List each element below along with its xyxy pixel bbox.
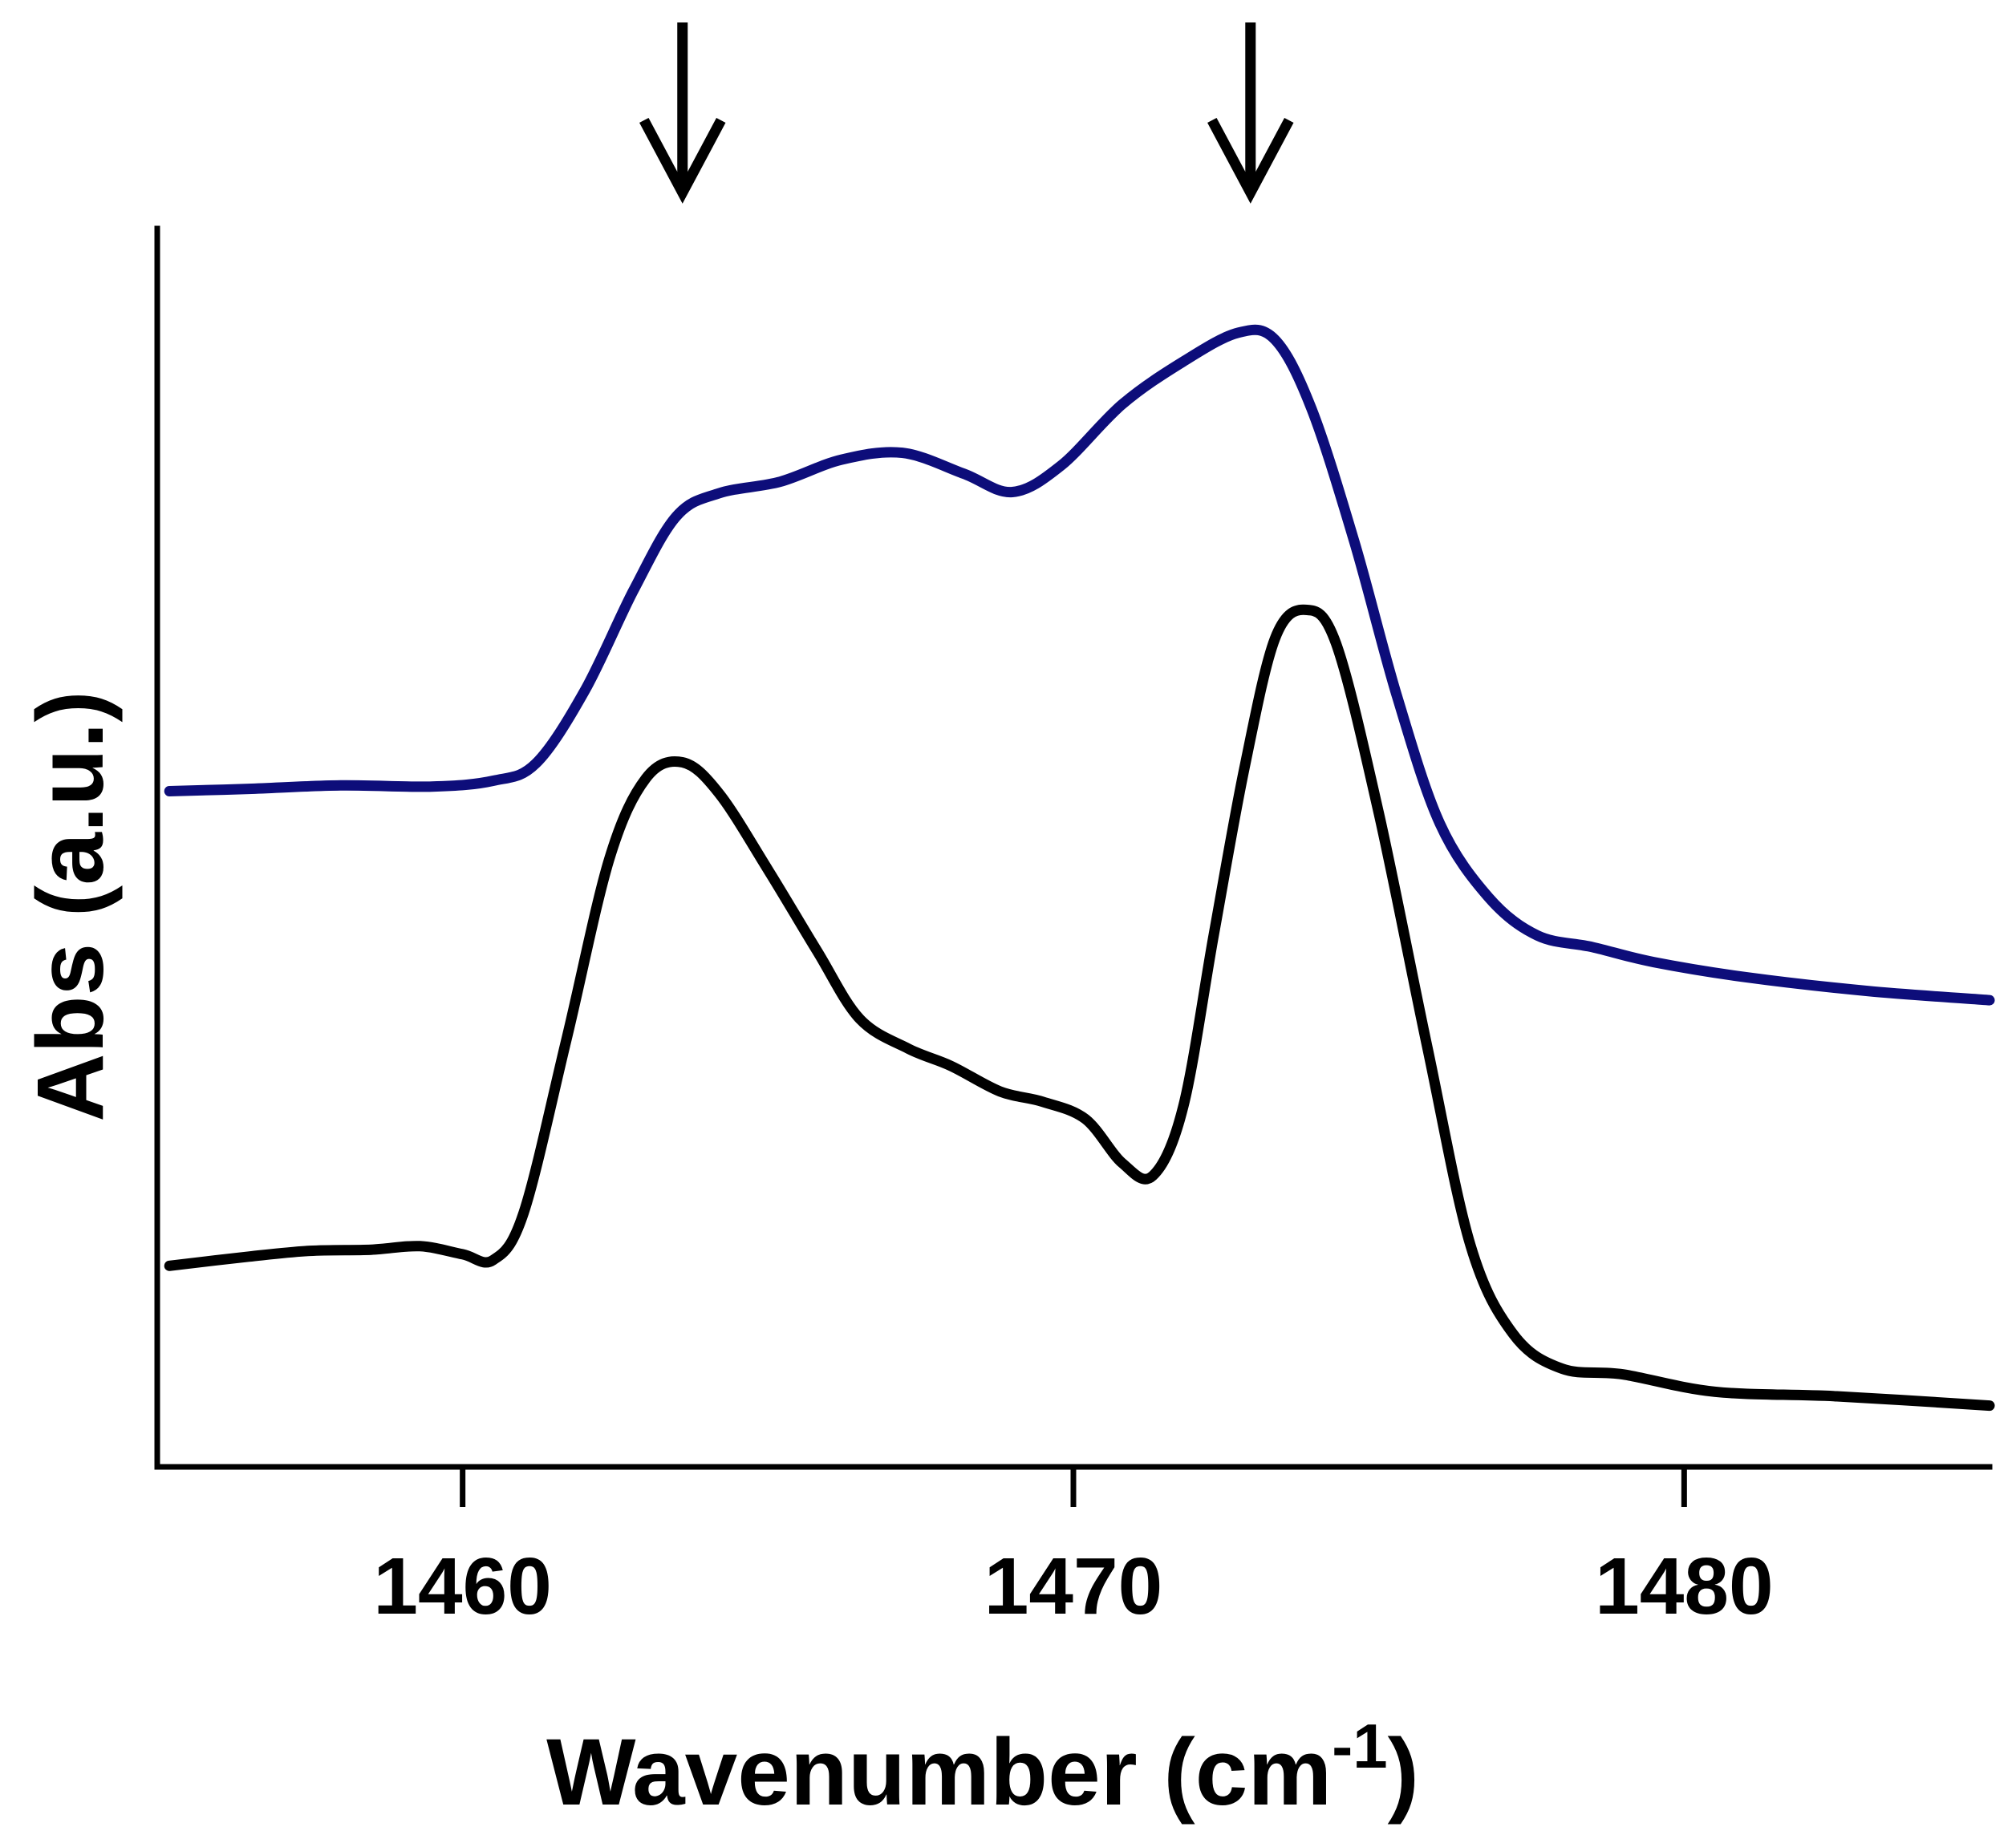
- x-tick-label-1460: 1460: [373, 1541, 551, 1631]
- x-axis-title-superscript: -1: [1332, 1711, 1387, 1781]
- down-arrow-head: [1207, 117, 1294, 204]
- y-axis-title: Abs (a.u.): [18, 691, 124, 1122]
- down-arrow-2: [1207, 22, 1294, 204]
- x-tick-label-1470: 1470: [984, 1541, 1162, 1631]
- series-line-blue: [164, 324, 1995, 1006]
- down-arrow-head: [639, 117, 726, 204]
- annotation-layer: [639, 22, 1294, 204]
- axes: [154, 225, 1993, 1470]
- x-ticks: 1460 1470 1480: [373, 1467, 1774, 1631]
- series-line-black: [164, 604, 1995, 1412]
- x-axis-title: Wavenumber (cm-1): [546, 1711, 1419, 1825]
- series-layer: [164, 324, 1995, 1412]
- x-tick-label-1480: 1480: [1595, 1541, 1773, 1631]
- down-arrow-1: [639, 22, 726, 204]
